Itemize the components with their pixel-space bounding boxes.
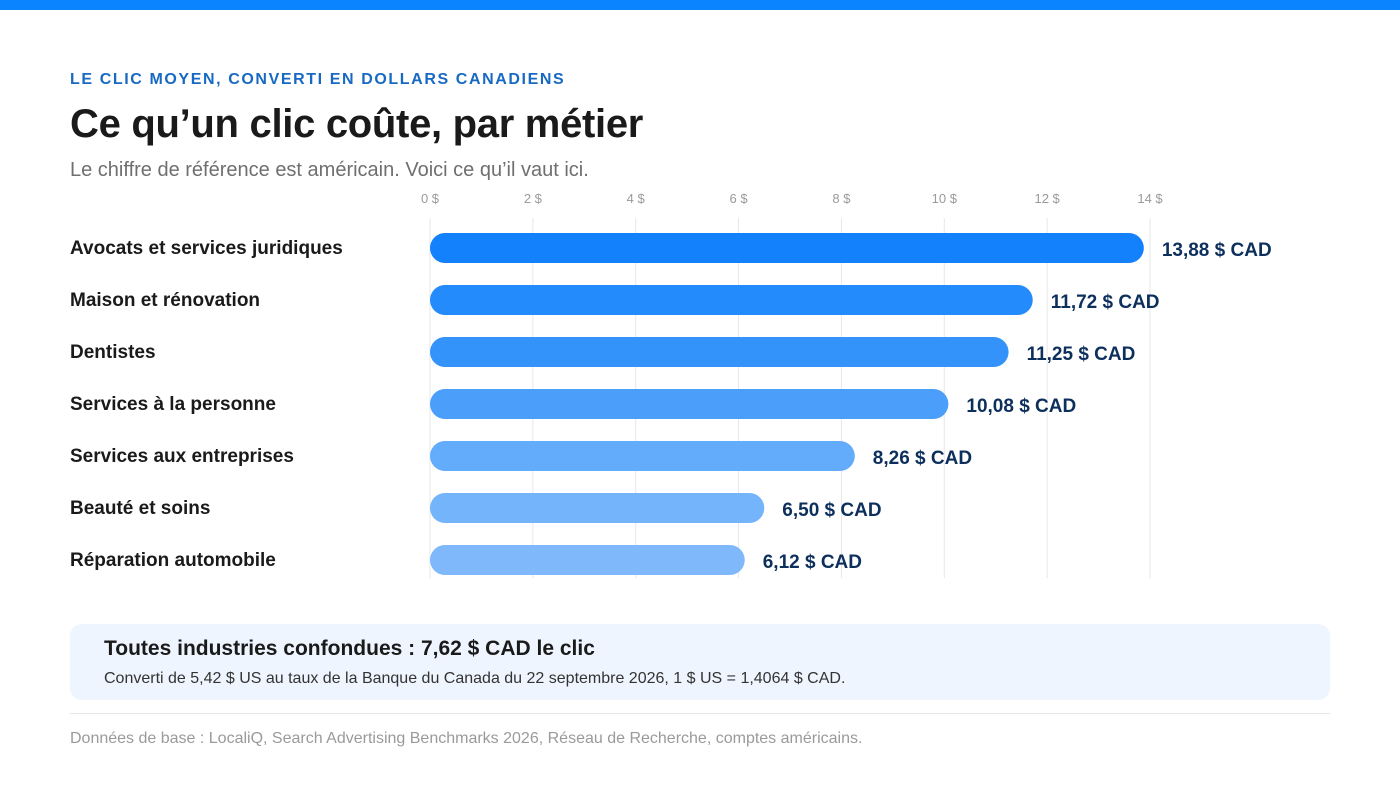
summary-box: Toutes industries confondues : 7,62 $ CA…	[70, 624, 1330, 700]
category-label: Services aux entreprises	[70, 446, 294, 467]
value-label: 6,12 $ CAD	[763, 552, 862, 573]
summary-note: Converti de 5,42 $ US au taux de la Banq…	[104, 670, 846, 687]
chart-title: Ce qu’un clic coûte, par métier	[70, 102, 644, 146]
bar	[430, 337, 1009, 367]
value-label: 8,26 $ CAD	[873, 448, 972, 469]
x-tick-label: 12 $	[1034, 191, 1060, 206]
x-tick-label: 2 $	[524, 191, 543, 206]
top-accent-bar	[0, 0, 1400, 10]
value-label: 10,08 $ CAD	[966, 396, 1076, 417]
x-tick-label: 6 $	[730, 191, 749, 206]
bar	[430, 285, 1033, 315]
value-label: 13,88 $ CAD	[1162, 240, 1272, 261]
bar	[430, 493, 765, 523]
x-tick-label: 10 $	[932, 191, 958, 206]
chart-subtitle: Le chiffre de référence est américain. V…	[70, 159, 589, 181]
bar	[430, 233, 1144, 263]
x-tick-label: 4 $	[627, 191, 646, 206]
category-label: Maison et rénovation	[70, 290, 260, 311]
bar	[430, 441, 855, 471]
bar-chart: 0 $ 2 $ 4 $ 6 $ 8 $ 10 $ 12 $ 14 $ Avocats et se…	[70, 191, 1272, 578]
eyebrow-label: LE CLIC MOYEN, CONVERTI EN DOLLARS CANAD…	[70, 71, 566, 88]
bar	[430, 389, 949, 419]
category-label: Services à la personne	[70, 394, 276, 415]
category-label: Dentistes	[70, 342, 156, 363]
bar	[430, 545, 745, 575]
x-tick-label: 0 $	[421, 191, 440, 206]
value-label: 6,50 $ CAD	[782, 500, 881, 521]
category-label: Réparation automobile	[70, 550, 276, 571]
source-note: Données de base : LocaliQ, Search Advert…	[70, 730, 863, 747]
category-label: Avocats et services juridiques	[70, 238, 343, 259]
category-label: Beauté et soins	[70, 498, 210, 519]
footer-divider	[70, 713, 1330, 714]
x-tick-label: 8 $	[832, 191, 851, 206]
x-tick-label: 14 $	[1137, 191, 1163, 206]
value-label: 11,72 $ CAD	[1051, 292, 1160, 313]
value-label: 11,25 $ CAD	[1027, 344, 1136, 365]
summary-headline: Toutes industries confondues : 7,62 $ CA…	[104, 637, 595, 660]
